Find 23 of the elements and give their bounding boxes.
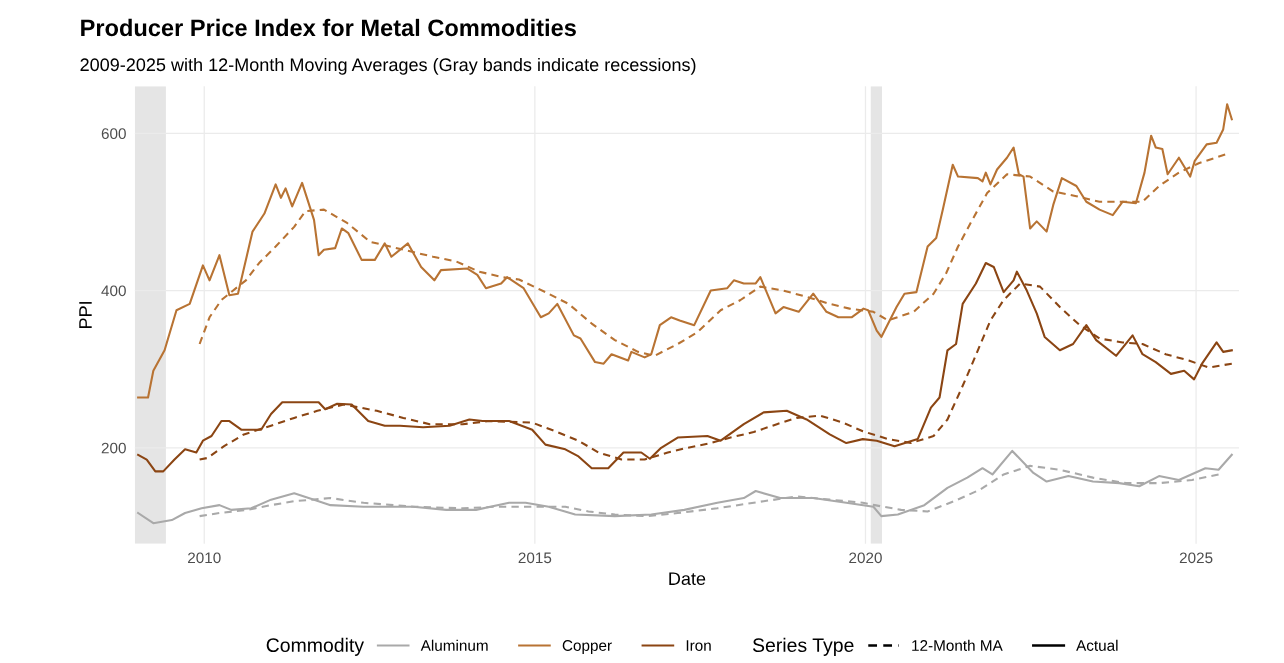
text: Actual: [1076, 639, 1118, 651]
x-tick-label: 2015: [518, 552, 552, 564]
line-series: [198, 464, 1220, 518]
text: Series Type: [752, 637, 854, 656]
legend-label: Aluminum: [420, 639, 488, 651]
line-series: [137, 103, 1233, 399]
x-tick-label: 2025: [1179, 552, 1213, 564]
y-axis-title: PPI: [79, 302, 92, 328]
y-tick-label: 400: [101, 285, 126, 297]
legend-label: Iron: [686, 640, 711, 651]
y-tick-label: 600: [101, 128, 126, 140]
x-tick-label: 2020: [849, 552, 882, 564]
legend-label: Copper: [562, 640, 612, 654]
line-series: [198, 153, 1227, 357]
chart-subtitle: 2009-2025 with 12-Month Moving Averages (Gray bands indicate recessions): [80, 57, 696, 75]
x-tick-label: 2010: [188, 552, 221, 564]
line-series: [137, 449, 1233, 525]
line-series: [137, 262, 1233, 473]
text: 12-Month MA: [912, 639, 1003, 651]
chart-title: Producer Price Index for Metal Commodities: [81, 18, 576, 37]
x-axis-title: Date: [669, 572, 706, 586]
text: Commodity: [266, 637, 364, 656]
y-tick-label: 200: [101, 442, 126, 454]
